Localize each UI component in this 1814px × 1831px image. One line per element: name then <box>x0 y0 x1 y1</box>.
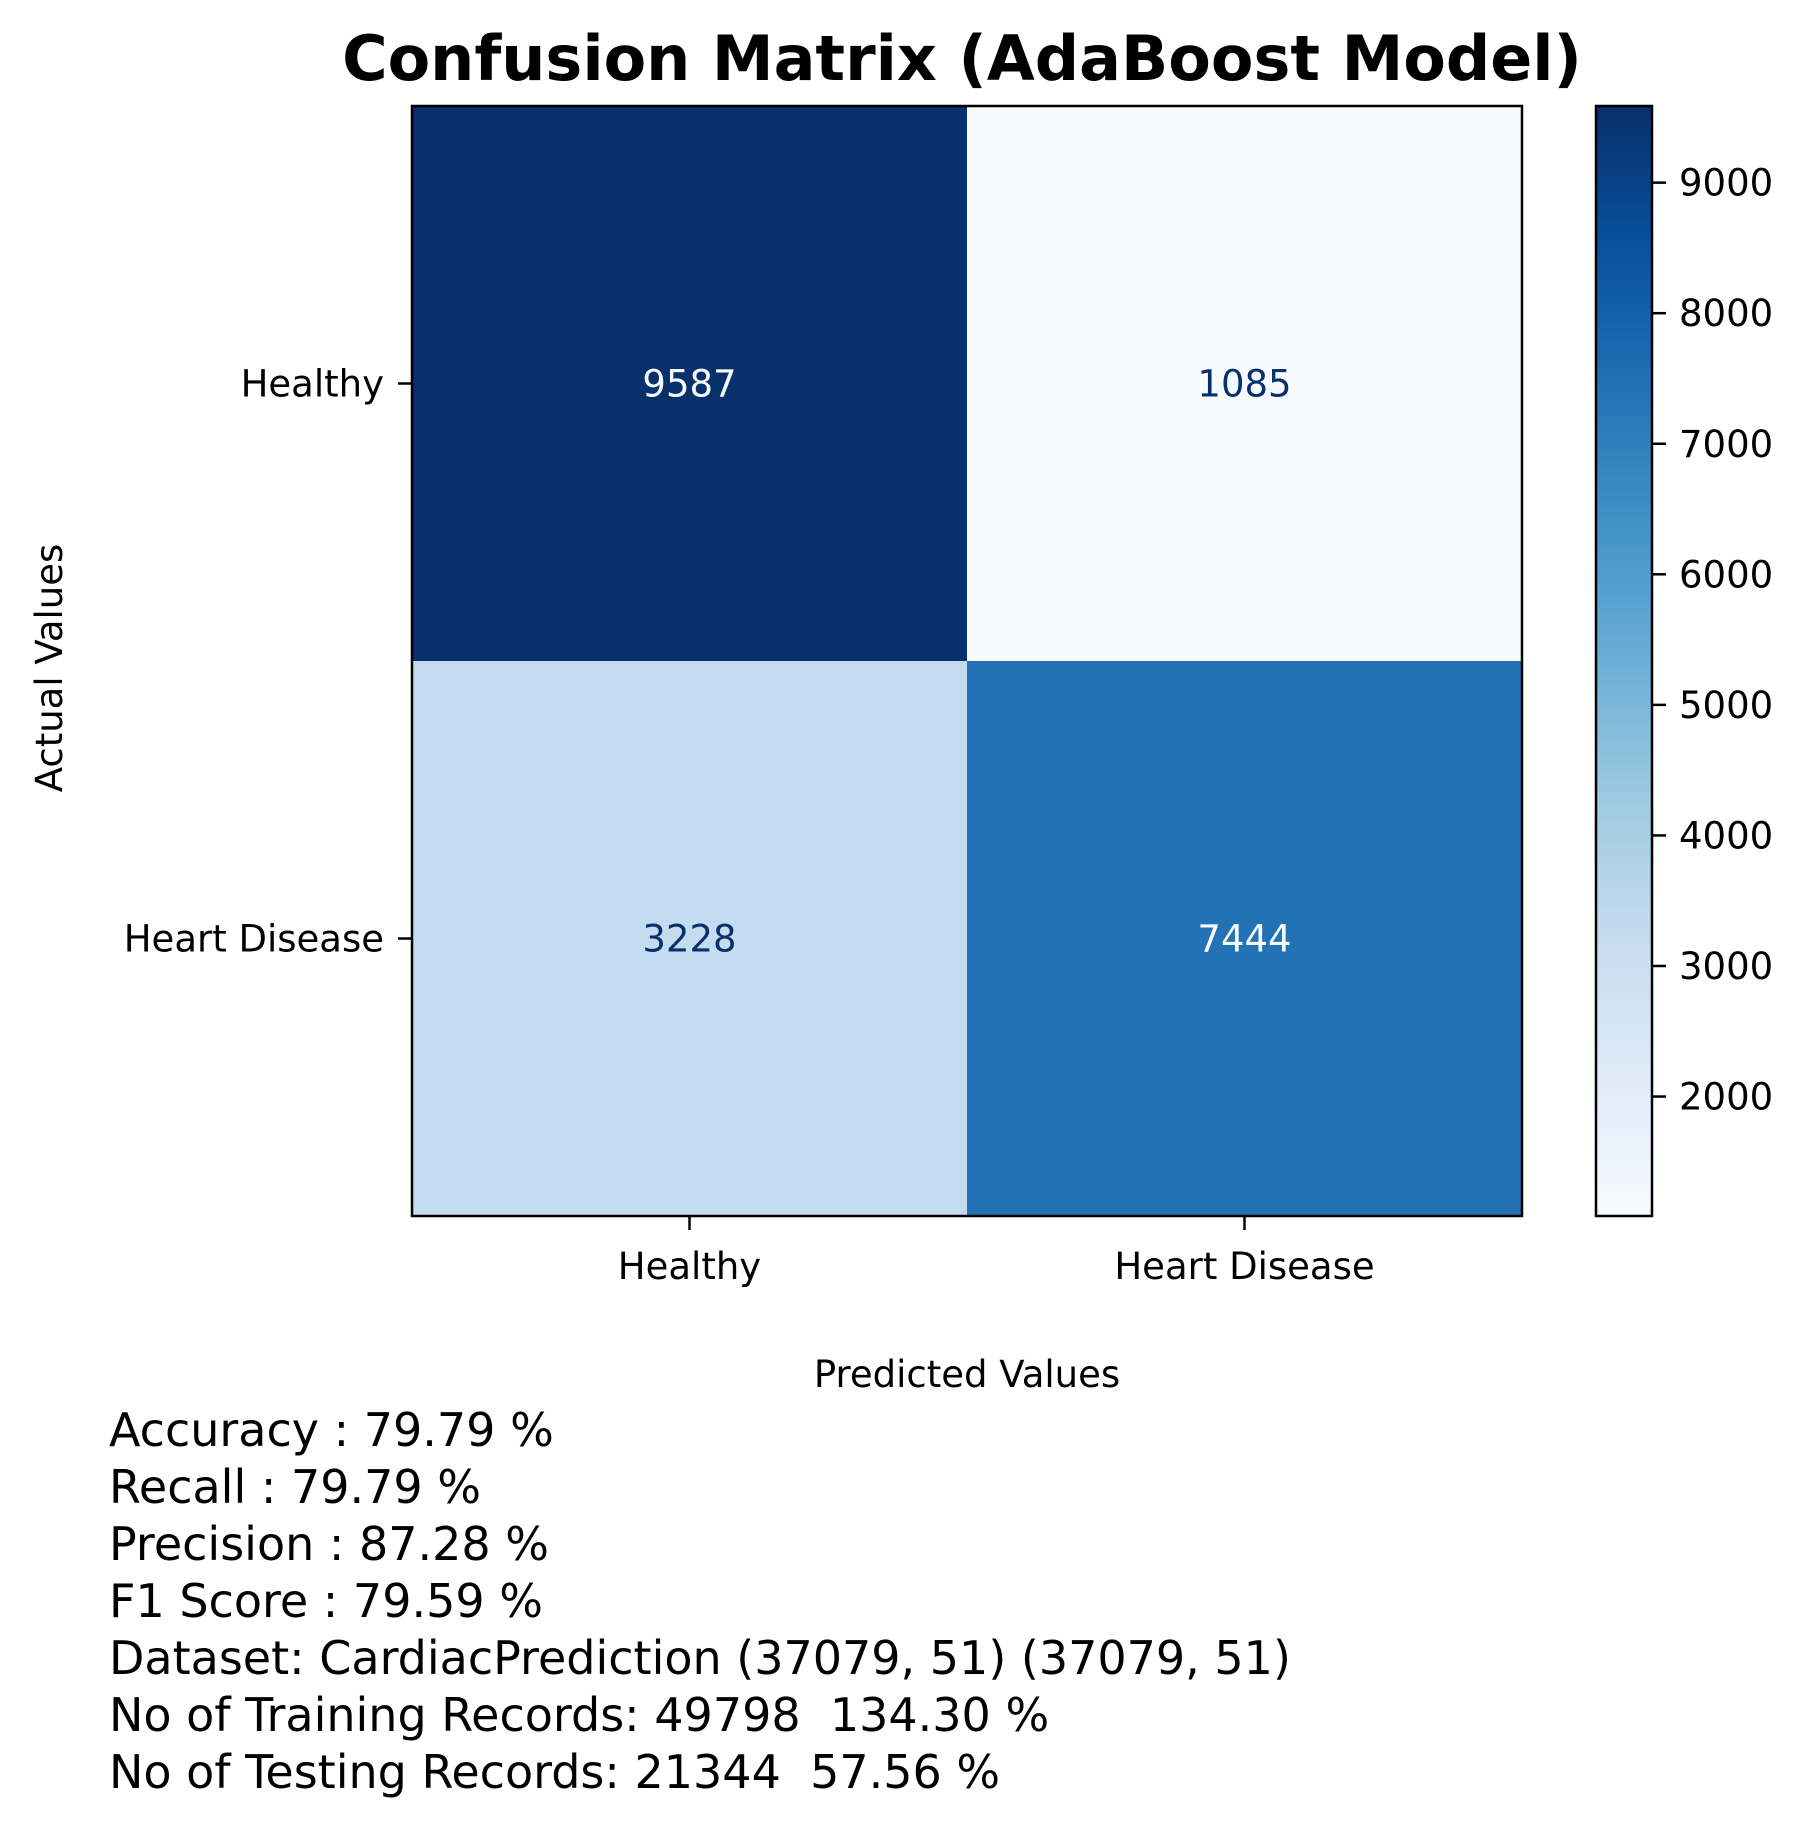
y-axis-ticks: Healthy Heart Disease <box>124 363 412 961</box>
matrix-cell-r1-c1 <box>967 661 1523 1217</box>
colorbar-tick-label: 3000 <box>1679 945 1773 988</box>
metric-line: No of Training Records: 49798 134.30 % <box>109 1688 1049 1742</box>
cell-value-r0-c1: 1085 <box>1197 363 1291 406</box>
colorbar-tick-label: 2000 <box>1679 1076 1773 1119</box>
colorbar-tick-label: 8000 <box>1679 292 1773 335</box>
metric-line: Accuracy : 79.79 % <box>109 1403 554 1457</box>
colorbar-tick-label: 9000 <box>1679 162 1773 205</box>
y-axis-label: Actual Values <box>28 544 71 793</box>
matrix-cell-labels: 9587 1085 3228 7444 <box>642 363 1291 961</box>
matrix-frame <box>410 104 1524 1218</box>
y-tick-label: Heart Disease <box>124 918 384 961</box>
matrix-cell-r0-c0 <box>412 106 968 662</box>
matrix-cell-r1-c0 <box>412 661 968 1217</box>
metric-line: Precision : 87.28 % <box>109 1517 549 1571</box>
x-axis-label: Predicted Values <box>814 1353 1120 1396</box>
matrix-cells <box>412 106 1523 1217</box>
metric-line: No of Testing Records: 21344 57.56 % <box>109 1745 1000 1799</box>
cell-value-r1-c1: 7444 <box>1197 918 1291 961</box>
cell-value-r1-c0: 3228 <box>642 918 736 961</box>
matrix-cell-r0-c1 <box>967 106 1523 662</box>
chart-title: Confusion Matrix (AdaBoost Model) <box>342 22 1582 95</box>
x-tick-label: Heart Disease <box>1114 1245 1374 1288</box>
colorbar-ticks: 2000 3000 4000 5000 6000 7000 8000 9000 <box>1652 162 1773 1119</box>
colorbar-tick-label: 6000 <box>1679 553 1773 596</box>
metrics-block: Accuracy : 79.79 %Recall : 79.79 %Precis… <box>109 1403 1291 1799</box>
x-tick-label: Healthy <box>618 1245 761 1288</box>
cell-value-r0-c0: 9587 <box>642 363 736 406</box>
colorbar-tick-label: 4000 <box>1679 814 1773 857</box>
colorbar <box>1594 104 1654 1218</box>
colorbar-tick-label: 7000 <box>1679 423 1773 466</box>
metric-line: F1 Score : 79.59 % <box>109 1574 543 1628</box>
x-axis-ticks: Healthy Heart Disease <box>618 1216 1375 1288</box>
metric-line: Recall : 79.79 % <box>109 1460 481 1514</box>
colorbar-tick-label: 5000 <box>1679 684 1773 727</box>
metric-line: Dataset: CardiacPrediction (37079, 51) (… <box>109 1631 1291 1685</box>
y-tick-label: Healthy <box>241 363 384 406</box>
